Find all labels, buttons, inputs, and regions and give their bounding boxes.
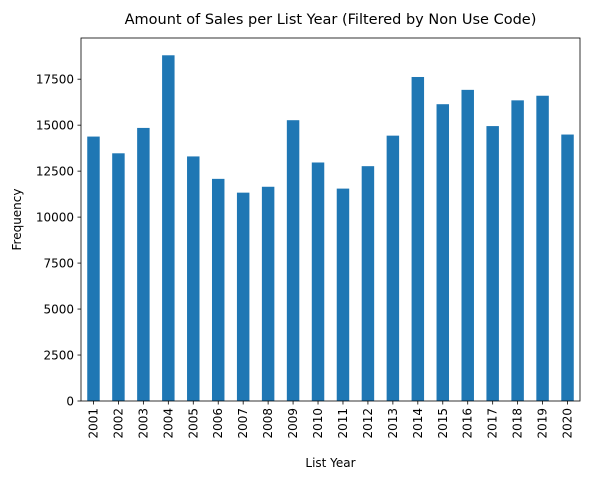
y-tick-label-10000: 10000	[36, 210, 74, 224]
x-tick-label-2012: 2012	[361, 408, 375, 439]
x-tick-label-2017: 2017	[486, 408, 500, 439]
y-axis-ticks: 0 2500 5000 7500 10000 12500 15000 17500	[36, 72, 81, 408]
y-tick-label-7500: 7500	[43, 256, 74, 270]
x-tick-label-2002: 2002	[111, 408, 125, 439]
bar-2014	[411, 76, 425, 401]
x-tick-label-2001: 2001	[86, 408, 100, 439]
x-tick-label-2018: 2018	[511, 408, 525, 439]
x-tick-label-2013: 2013	[386, 408, 400, 439]
x-tick-label-2007: 2007	[236, 408, 250, 439]
bar-2020	[561, 134, 574, 402]
bars-layer	[87, 55, 574, 402]
bar-2019	[536, 95, 549, 401]
x-tick-label-2010: 2010	[311, 408, 325, 439]
bar-2007	[236, 192, 250, 401]
bar-2010	[311, 162, 325, 401]
bar-2016	[461, 89, 474, 401]
bar-2017	[486, 126, 499, 401]
bar-2006	[211, 178, 225, 401]
x-axis-label: List Year	[305, 456, 355, 470]
x-tick-label-2015: 2015	[436, 408, 450, 439]
y-tick-label-12500: 12500	[36, 164, 74, 178]
y-tick-label-5000: 5000	[43, 302, 74, 316]
x-axis-ticks: 2001 2002 2003 2004 2005 2006 2007 2008 2009 2010…	[86, 401, 575, 439]
x-tick-label-2019: 2019	[536, 408, 550, 439]
x-tick-label-2004: 2004	[161, 408, 175, 439]
bar-2018	[511, 100, 524, 402]
x-tick-label-2009: 2009	[286, 408, 300, 439]
bar-2003	[137, 127, 150, 402]
bar-2013	[386, 135, 400, 402]
x-tick-label-2011: 2011	[336, 408, 350, 439]
y-tick-label-15000: 15000	[36, 118, 74, 132]
y-tick-label-2500: 2500	[43, 348, 74, 362]
x-tick-label-2003: 2003	[136, 408, 150, 439]
bar-2001	[87, 136, 100, 401]
x-tick-label-2008: 2008	[261, 408, 275, 439]
plot-frame	[80, 37, 581, 402]
bar-2009	[286, 120, 300, 401]
y-axis-label: Frequency	[10, 189, 24, 251]
bar-2004	[162, 55, 175, 402]
x-tick-label-2006: 2006	[211, 408, 225, 439]
x-tick-label-2014: 2014	[411, 408, 425, 439]
x-tick-label-2020: 2020	[561, 408, 575, 439]
bar-2012	[361, 166, 375, 401]
y-tick-label-0: 0	[66, 394, 74, 408]
bar-2011	[336, 188, 350, 401]
bar-2008	[261, 186, 275, 401]
x-tick-label-2005: 2005	[186, 408, 200, 439]
chart-title: Amount of Sales per List Year (Filtered …	[125, 12, 537, 28]
bar-2002	[112, 153, 125, 401]
bar-2015	[436, 104, 450, 401]
y-tick-label-17500: 17500	[36, 72, 74, 86]
bar-2005	[187, 156, 200, 401]
x-tick-label-2016: 2016	[461, 408, 475, 439]
